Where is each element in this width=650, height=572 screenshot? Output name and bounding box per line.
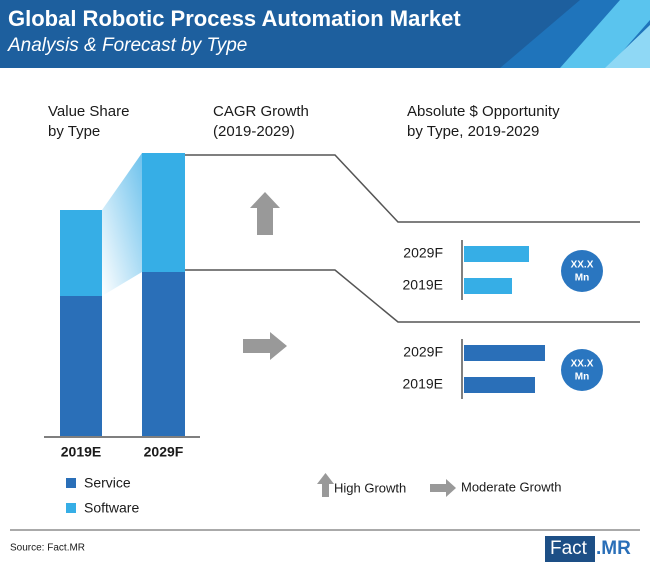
badge-label: Mn xyxy=(575,273,589,284)
section-title: Absolute $ Opportunity xyxy=(407,103,560,120)
bar xyxy=(464,345,545,361)
section-title: by Type xyxy=(48,123,100,140)
badge-label: XX.X xyxy=(571,260,594,271)
category-label: 2029F xyxy=(144,444,184,460)
category-label: 2029F xyxy=(403,344,443,360)
section-title: (2019-2029) xyxy=(213,123,295,140)
category-label: 2019E xyxy=(61,444,101,460)
source: Source: Fact.MR xyxy=(10,543,85,554)
bar xyxy=(464,377,535,393)
value-badge xyxy=(561,250,603,292)
section-title: CAGR Growth xyxy=(213,103,309,120)
header-stripe xyxy=(560,0,650,68)
legend-up-arrow xyxy=(317,473,334,497)
value-badge xyxy=(561,349,603,391)
legend-swatch xyxy=(66,478,76,488)
growth-legend: Moderate Growth xyxy=(461,479,561,494)
growth-legend: High Growth xyxy=(334,480,406,495)
bar xyxy=(464,278,512,294)
bar xyxy=(464,246,529,262)
section-title: Value Share xyxy=(48,103,129,120)
category-label: 2019E xyxy=(403,277,443,293)
connector-line xyxy=(185,269,640,323)
bar-segment xyxy=(60,210,102,296)
badge-label: Mn xyxy=(575,372,589,383)
title: Global Robotic Process Automation Market xyxy=(8,6,461,31)
legend-right-arrow xyxy=(430,479,456,497)
logo-box xyxy=(545,536,595,562)
category-label: 2029F xyxy=(403,245,443,261)
section-title: by Type, 2019-2029 xyxy=(407,123,539,140)
header-stripe xyxy=(605,25,650,68)
bar-segment xyxy=(60,296,102,436)
right-arrow xyxy=(243,332,287,360)
legend-swatch xyxy=(66,503,76,513)
bar-segment xyxy=(142,153,185,272)
logo-text: .MR xyxy=(596,538,631,559)
logo-text: Fact xyxy=(550,538,588,559)
category-label: 2019E xyxy=(403,376,443,392)
badge-label: XX.X xyxy=(571,359,594,370)
up-arrow xyxy=(250,192,280,235)
legend-label: Service xyxy=(84,475,131,491)
bar-segment xyxy=(142,272,185,436)
bar-connector xyxy=(102,153,142,296)
subtitle: Analysis & Forecast by Type xyxy=(7,35,247,56)
legend-label: Software xyxy=(84,500,139,516)
connector-line xyxy=(185,154,640,223)
